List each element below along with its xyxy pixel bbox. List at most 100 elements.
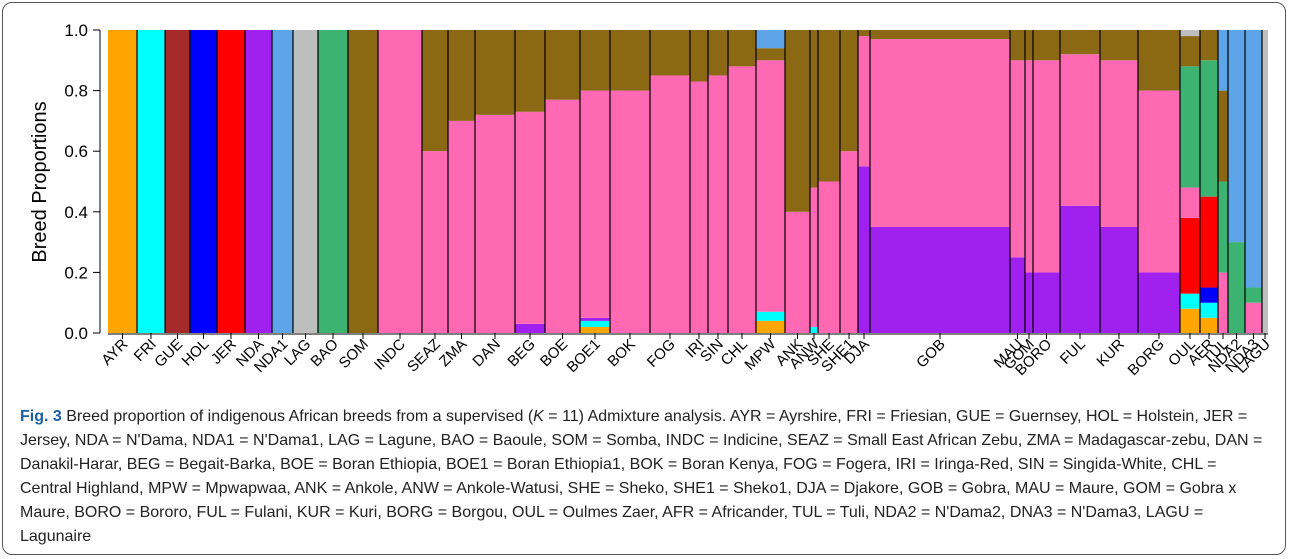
x-tick-label: BOK	[604, 336, 638, 370]
segment	[1180, 217, 1200, 294]
segment	[858, 30, 870, 37]
x-tick-label: FUL	[1057, 336, 1089, 368]
segment	[515, 323, 545, 333]
caption-text: = 11) Admixture analysis. AYR = Ayrshire…	[20, 408, 1263, 545]
segment	[1218, 272, 1228, 333]
segment	[1060, 30, 1100, 55]
segment	[1025, 60, 1033, 273]
segment	[756, 48, 785, 61]
segment	[108, 30, 137, 333]
segment	[1180, 36, 1200, 67]
segment	[756, 320, 785, 333]
x-tick-label: INDC	[371, 336, 409, 374]
segment	[272, 30, 293, 333]
segment	[1010, 60, 1025, 258]
caption-italic: K	[533, 408, 544, 425]
y-tick-label: 0.8	[64, 82, 88, 101]
segment	[1180, 308, 1200, 333]
segment	[165, 30, 190, 333]
segment	[422, 151, 448, 333]
segment	[1138, 30, 1180, 91]
segment	[1033, 272, 1060, 333]
segment	[1200, 196, 1218, 288]
y-axis-label: Breed Proportions	[29, 101, 51, 262]
segment	[728, 30, 756, 67]
x-tick-label: MPW	[741, 335, 780, 374]
x-tick-label: BORG	[1125, 336, 1168, 379]
segment	[1010, 257, 1025, 333]
segment	[1180, 293, 1200, 309]
segment	[810, 187, 818, 327]
segment	[1180, 66, 1200, 188]
chart: Breed Proportions 0.0 0.2 0.4 0.6 0.8 1.0 AYR F…	[29, 21, 1274, 379]
segment	[1010, 30, 1025, 61]
segment	[756, 30, 785, 49]
segment	[810, 326, 818, 333]
x-tick-label: HOL	[178, 336, 212, 370]
segment	[1245, 287, 1262, 303]
segment	[448, 30, 475, 121]
segment	[870, 30, 1010, 40]
x-tick-label: KUR	[1093, 336, 1128, 371]
segment	[545, 99, 580, 333]
segment	[580, 317, 610, 321]
y-tick-label: 0.2	[64, 263, 88, 282]
segment	[448, 120, 475, 334]
segment	[580, 320, 610, 327]
segment	[1228, 242, 1245, 333]
segment	[422, 30, 448, 152]
x-tick-label: LAG	[281, 336, 314, 369]
segment	[1033, 60, 1060, 273]
segment	[1228, 30, 1245, 243]
segment	[756, 311, 785, 321]
segment	[840, 30, 858, 152]
segment	[1245, 30, 1262, 288]
segment	[1180, 30, 1200, 37]
segment	[1200, 60, 1218, 197]
caption-text: Breed proportion of indigenous African b…	[61, 408, 534, 425]
y-tick-label: 0.6	[64, 142, 88, 161]
segment	[1200, 317, 1218, 333]
caption-label: Fig. 3	[20, 408, 62, 425]
segment	[475, 114, 515, 333]
x-tick-label: GOB	[913, 336, 949, 372]
segment	[580, 30, 610, 91]
segment	[245, 30, 272, 333]
segment	[1138, 90, 1180, 273]
segment	[728, 66, 756, 334]
x-tick-label: ZMA	[436, 336, 470, 370]
segment	[1025, 30, 1033, 61]
segment	[1138, 272, 1180, 333]
segment	[190, 30, 217, 333]
y-tick-label: 1.0	[64, 21, 88, 40]
segment	[1262, 30, 1268, 333]
segment	[840, 151, 858, 333]
segment	[690, 81, 708, 333]
x-tick-label: BAO	[307, 336, 341, 370]
x-tick-label: AYR	[98, 336, 131, 369]
caption: Fig. 3 Breed proportion of indigenous Af…	[20, 405, 1270, 549]
segment	[650, 75, 690, 333]
segment	[690, 30, 708, 82]
segment	[818, 181, 840, 333]
x-tick-label: FOG	[644, 336, 679, 371]
segment	[870, 226, 1010, 333]
segment	[580, 90, 610, 318]
segment	[515, 30, 545, 112]
segment	[515, 111, 545, 324]
segment	[818, 30, 840, 182]
segment	[1100, 60, 1138, 227]
segment	[217, 30, 245, 333]
segment	[580, 326, 610, 333]
segment	[1200, 302, 1218, 318]
x-tick-label: GUE	[151, 336, 186, 371]
segment	[610, 30, 650, 91]
segment	[348, 30, 378, 333]
segment	[858, 36, 870, 167]
segment	[1100, 226, 1138, 333]
segment	[1025, 272, 1033, 333]
segment	[475, 30, 515, 115]
segment	[1033, 30, 1060, 61]
segment	[870, 39, 1010, 227]
